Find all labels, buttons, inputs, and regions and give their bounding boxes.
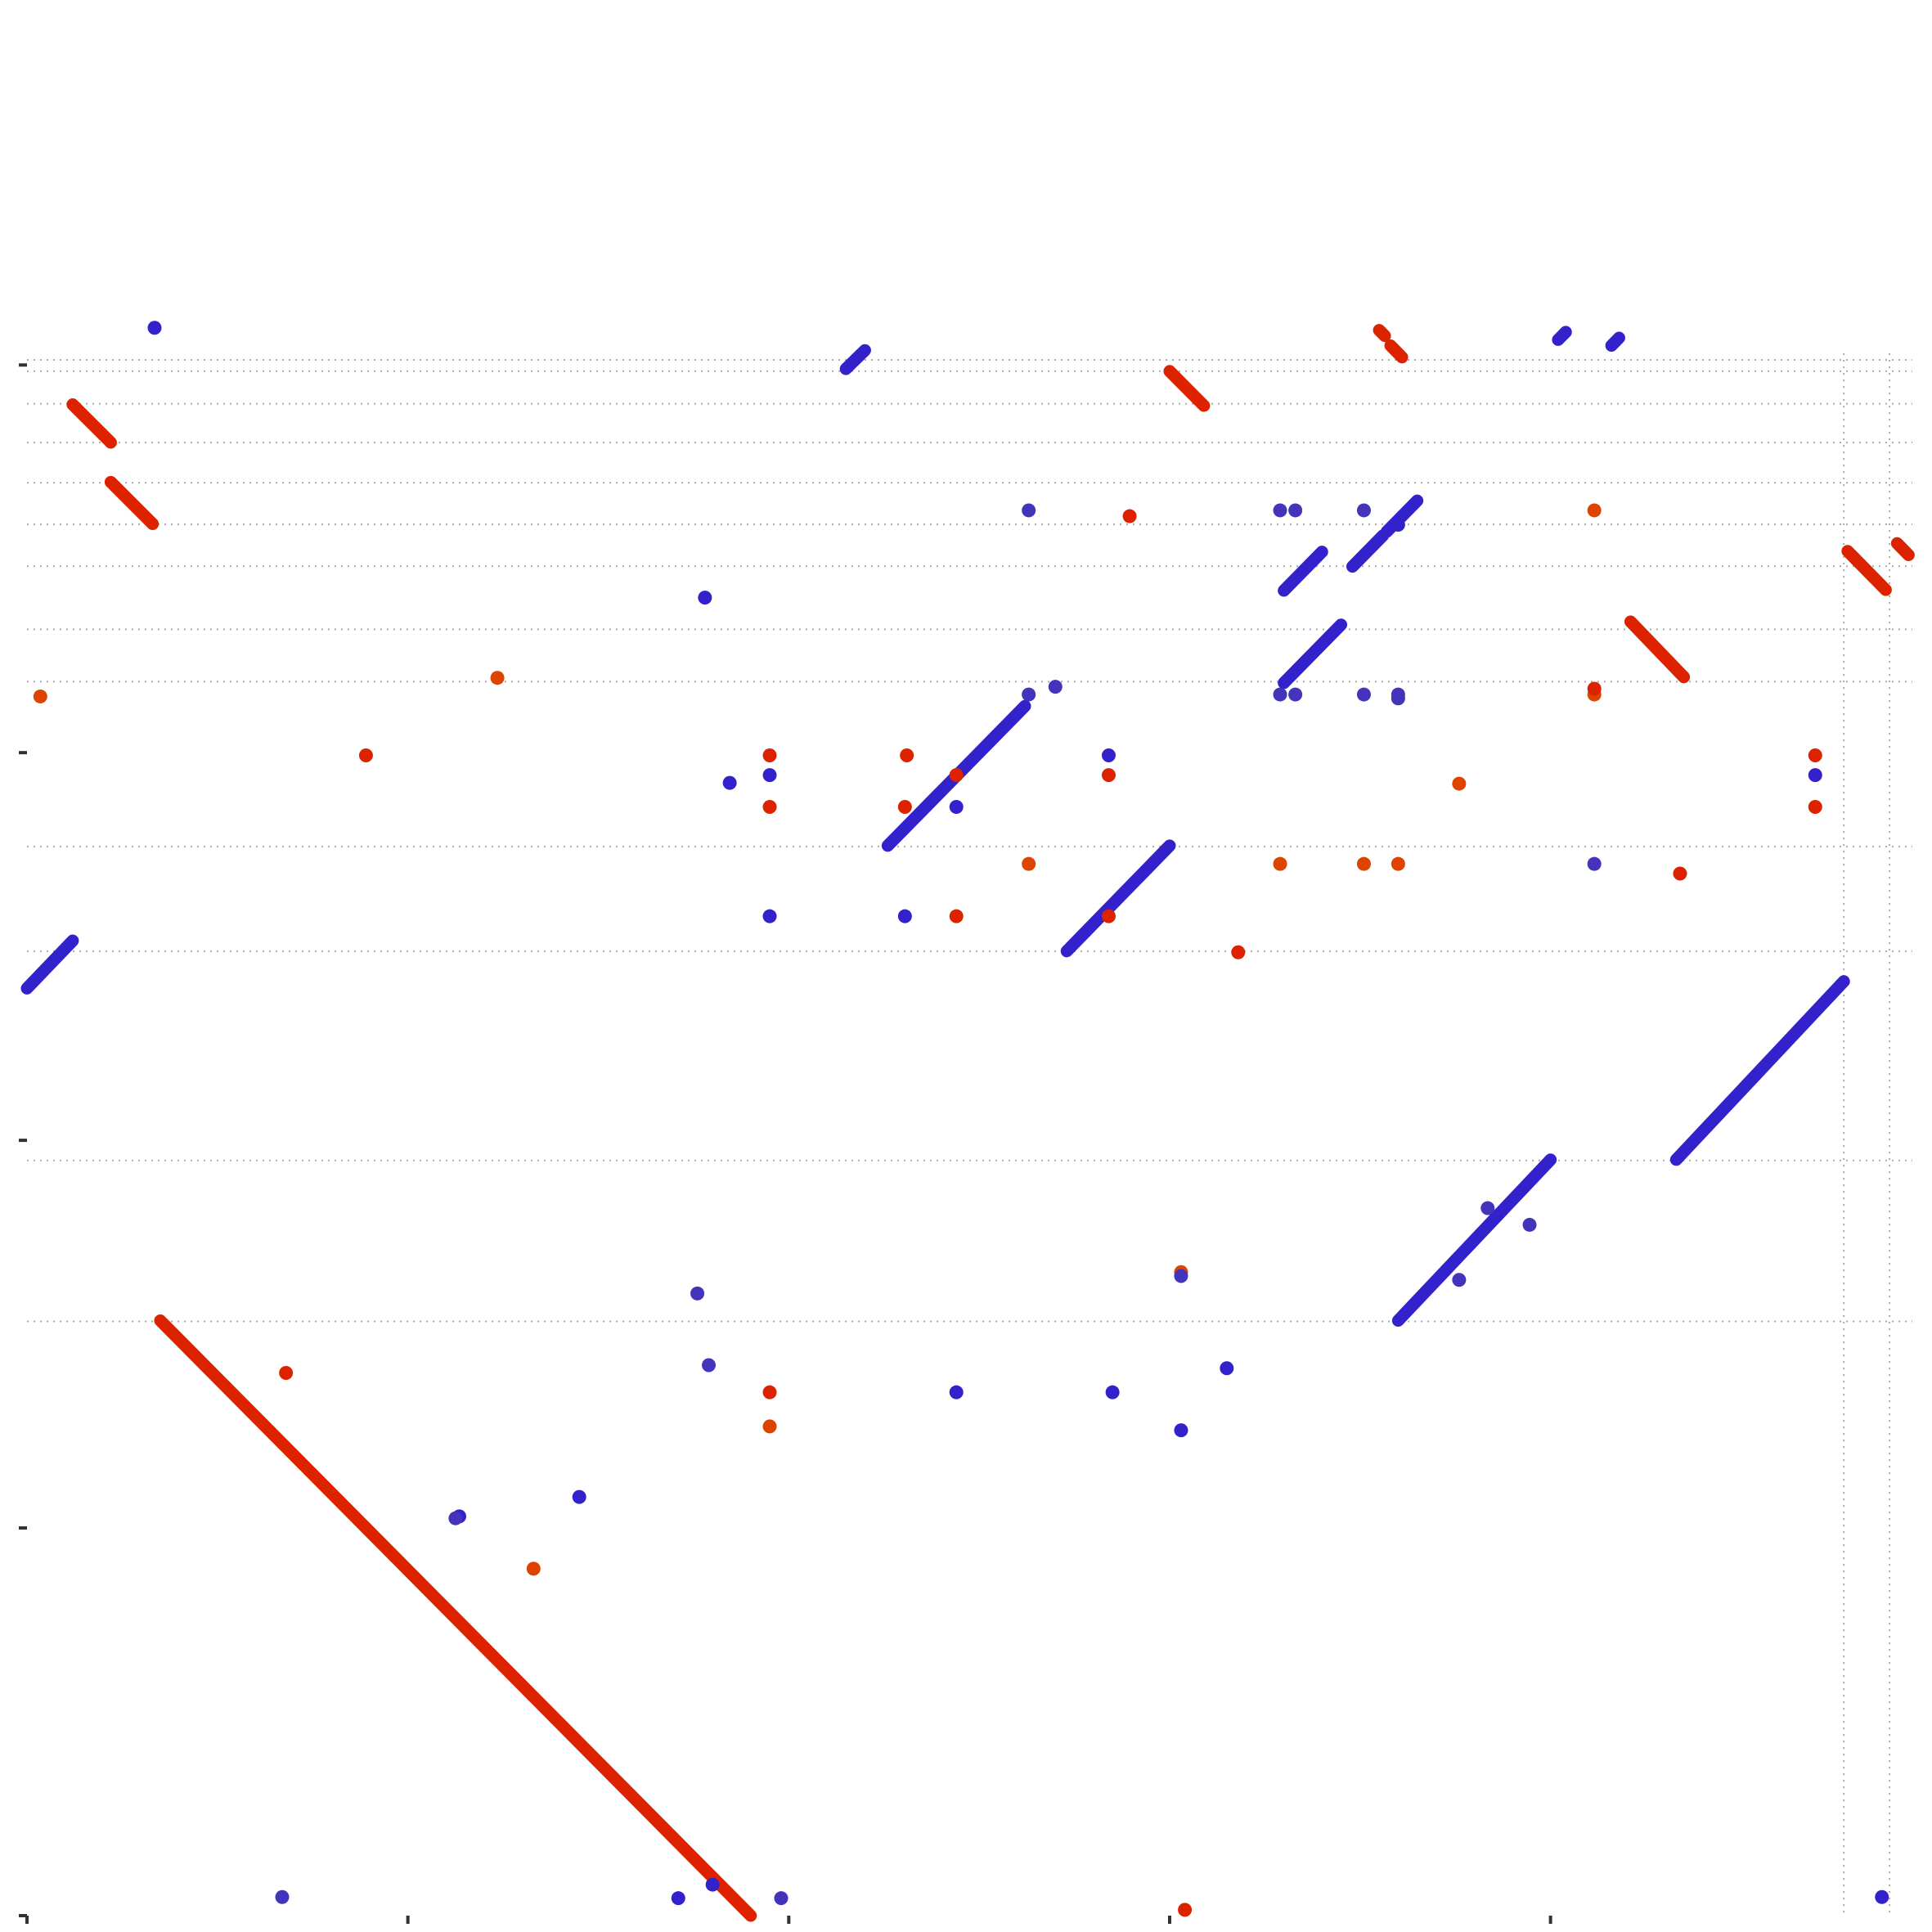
- reverse-alignment-point: [949, 800, 964, 815]
- forward-alignment-point: [1808, 748, 1822, 762]
- reverse-alignment-segment: [1669, 975, 1850, 1166]
- reverse-alignment-point: [1480, 1201, 1495, 1215]
- reverse-alignment-point: [1273, 503, 1287, 518]
- forward-alignment-segment: [66, 398, 117, 449]
- reverse-alignment-point: [1101, 748, 1116, 762]
- forward-alignment-point: [1808, 800, 1822, 815]
- forward-alignment-point: [358, 748, 373, 762]
- reverse-alignment-segment: [1552, 326, 1572, 346]
- forward-alignment-point: [897, 800, 912, 815]
- forward-alignment-point: [1022, 856, 1036, 871]
- axes: [19, 363, 1552, 1924]
- reverse-alignment-point: [1022, 503, 1036, 518]
- reverse-alignment-point: [448, 1511, 463, 1525]
- forward-alignment-point: [279, 1365, 294, 1380]
- reverse-alignment-point: [1391, 691, 1405, 706]
- forward-alignment-point: [526, 1561, 541, 1576]
- reverse-alignment-segment: [1391, 1153, 1557, 1327]
- reverse-alignment-point: [1174, 1423, 1188, 1438]
- forward-alignment-point: [762, 1385, 777, 1400]
- reverse-alignment-point: [762, 768, 777, 783]
- reverse-alignment-segment: [1278, 618, 1348, 690]
- reverse-alignment-point: [671, 1891, 685, 1906]
- reverse-alignment-point: [275, 1889, 290, 1904]
- grid-lines: [27, 353, 1912, 1916]
- forward-alignment-segment: [1890, 537, 1915, 561]
- forward-alignment-segment: [104, 475, 160, 531]
- reverse-alignment-point: [1174, 1269, 1188, 1283]
- reverse-alignment-point: [949, 1385, 964, 1400]
- reverse-alignment-point: [1022, 687, 1036, 702]
- alignment-segments: [20, 324, 1915, 1922]
- forward-alignment-point: [949, 909, 964, 923]
- reverse-alignment-segment: [20, 934, 79, 995]
- forward-alignment-point: [900, 748, 914, 762]
- alignment-points: [33, 321, 1889, 1917]
- forward-alignment-point: [1101, 909, 1116, 923]
- forward-alignment-point: [762, 748, 777, 762]
- reverse-alignment-point: [722, 775, 737, 790]
- reverse-alignment-point: [1273, 687, 1287, 702]
- forward-alignment-point: [1673, 866, 1687, 881]
- reverse-alignment-point: [705, 1877, 720, 1892]
- reverse-alignment-point: [698, 591, 712, 605]
- reverse-alignment-point: [1356, 503, 1371, 518]
- forward-alignment-point: [1587, 681, 1602, 696]
- reverse-alignment-point: [1356, 687, 1371, 702]
- reverse-alignment-point: [762, 909, 777, 923]
- forward-alignment-point: [1178, 1903, 1193, 1917]
- forward-alignment-point: [1101, 768, 1116, 783]
- reverse-alignment-point: [1522, 1217, 1537, 1232]
- reverse-alignment-point: [1105, 1385, 1120, 1400]
- reverse-alignment-segment: [1060, 839, 1176, 958]
- forward-alignment-point: [490, 671, 505, 685]
- forward-alignment-point: [1122, 509, 1137, 523]
- reverse-alignment-point: [1875, 1889, 1889, 1904]
- forward-alignment-segment: [1841, 545, 1892, 596]
- forward-alignment-point: [1391, 856, 1405, 871]
- forward-alignment-segment: [1624, 615, 1691, 684]
- forward-alignment-point: [1452, 776, 1467, 791]
- reverse-alignment-segment: [1346, 529, 1390, 573]
- forward-alignment-segment: [1373, 324, 1391, 343]
- forward-alignment-segment: [154, 1314, 757, 1922]
- forward-alignment-segment: [1384, 339, 1409, 364]
- reverse-alignment-point: [1808, 768, 1822, 783]
- forward-alignment-point: [33, 689, 47, 703]
- reverse-alignment-point: [1288, 503, 1303, 518]
- reverse-alignment-point: [1220, 1361, 1234, 1376]
- forward-alignment-point: [1356, 856, 1371, 871]
- forward-alignment-point: [1231, 945, 1246, 959]
- reverse-alignment-point: [1391, 517, 1405, 532]
- reverse-alignment-point: [690, 1286, 705, 1301]
- reverse-alignment-point: [1048, 680, 1063, 694]
- reverse-alignment-segment: [1278, 546, 1328, 597]
- reverse-alignment-point: [1288, 687, 1303, 702]
- forward-alignment-segment: [1163, 365, 1211, 412]
- reverse-alignment-point: [702, 1358, 717, 1373]
- forward-alignment-point: [1273, 856, 1287, 871]
- reverse-alignment-point: [572, 1489, 586, 1504]
- reverse-alignment-point: [774, 1891, 789, 1906]
- reverse-alignment-point: [147, 321, 162, 335]
- forward-alignment-point: [1587, 503, 1602, 518]
- reverse-alignment-point: [897, 909, 912, 923]
- forward-alignment-point: [949, 768, 964, 783]
- forward-alignment-point: [762, 1419, 777, 1434]
- reverse-alignment-point: [1452, 1273, 1467, 1287]
- forward-alignment-point: [762, 800, 777, 815]
- reverse-alignment-point: [1587, 856, 1602, 871]
- reverse-alignment-segment: [1605, 331, 1625, 353]
- reverse-alignment-segment: [839, 344, 871, 375]
